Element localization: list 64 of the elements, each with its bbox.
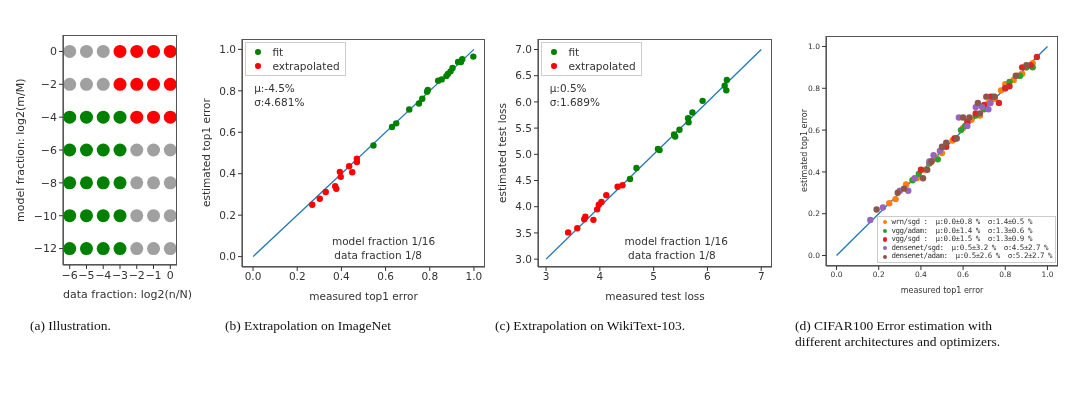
x-tick-label: −2 — [128, 268, 145, 282]
y-tick-label: 0 — [50, 45, 57, 59]
x-axis-title: data fraction: log2(n/N) — [63, 288, 192, 301]
text: (b) Extrapolation on ImageNet — [225, 318, 393, 334]
annotation: μ:0.5% — [549, 82, 587, 95]
y-tick-label: 4.0 — [515, 200, 532, 213]
y-tick-label: −10 — [33, 209, 57, 223]
x-tick-label: 0.4 — [333, 270, 351, 283]
text: (c) Extrapolation on WikiText-103. — [495, 318, 687, 334]
y-tick-label: 3.5 — [515, 226, 532, 239]
annotation: model fraction 1/16 — [331, 235, 436, 248]
legend-label: extrapolated — [568, 59, 636, 74]
y-tick-label: 1.0 — [219, 43, 236, 56]
x-tick-label: 1.0 — [465, 270, 483, 283]
legend-label: extrapolated — [272, 59, 340, 74]
y-tick-label: 0.6 — [219, 126, 237, 138]
y-axis-title: estimated top1 error — [800, 108, 809, 195]
x-tick-label: 4 — [596, 270, 604, 283]
legend-label: fit — [272, 45, 284, 60]
x-tick-label: −1 — [145, 268, 162, 282]
x-tick-label: −6 — [61, 268, 78, 282]
y-tick-label: −2 — [40, 78, 57, 92]
y-tick-label: 4.5 — [515, 174, 532, 187]
annotation: σ:1.689% — [549, 96, 600, 108]
x-tick-label: 3 — [542, 270, 550, 283]
legend-label: fit — [568, 45, 580, 60]
y-tick-label: −12 — [33, 242, 57, 256]
annotation: data fraction 1/8 — [628, 248, 716, 261]
x-tick-label: −3 — [111, 268, 129, 282]
y-tick-label: 0.0 — [219, 250, 236, 263]
x-tick-label: 7 — [757, 270, 765, 283]
y-tick-label: 0.8 — [219, 84, 236, 97]
y-tick-label: 7.0 — [515, 43, 532, 56]
y-tick-label: 5.0 — [515, 148, 532, 161]
x-tick-label: 0.8 — [421, 270, 439, 283]
x-axis-title: measured top1 error — [899, 285, 985, 295]
y-axis-title: model fraction: log2(m/M) — [14, 77, 27, 224]
y-tick-label: −4 — [40, 111, 57, 125]
annotation: μ:-4.5% — [254, 82, 295, 95]
x-tick-label: 6 — [704, 270, 712, 283]
y-tick-label: 5.5 — [515, 121, 532, 134]
annotation: model fraction 1/16 — [624, 235, 728, 248]
y-axis-title: estimated top1 error — [200, 97, 212, 210]
y-tick-label: −8 — [40, 176, 57, 190]
y-tick-label: −6 — [40, 143, 57, 157]
y-tick-label: 6.5 — [515, 69, 532, 82]
y-tick-label: 0.2 — [219, 208, 236, 221]
annotation: data fraction 1/8 — [334, 248, 422, 261]
annotation: σ:4.681% — [254, 96, 305, 108]
x-axis-title: measured test loss — [604, 289, 706, 302]
x-tick-label: 0 — [166, 268, 174, 282]
x-tick-label: 0.2 — [288, 270, 306, 283]
x-tick-label: −5 — [78, 268, 95, 282]
y-tick-label: 0.4 — [219, 167, 237, 180]
x-axis-title: measured top1 error — [308, 289, 419, 302]
text: (a) Illustration. — [30, 318, 112, 334]
y-tick-label: 6.0 — [515, 95, 532, 108]
text: (d) CIFAR100 Error estimation with different architectures and optimizers. — [795, 318, 1002, 350]
y-axis-title: estimated test loss — [496, 102, 508, 205]
y-tick-label: 3.0 — [515, 252, 532, 265]
x-tick-label: 0.6 — [377, 270, 395, 283]
x-tick-label: −4 — [95, 268, 112, 282]
x-tick-label: 5 — [650, 270, 657, 283]
x-tick-label: 0.0 — [244, 270, 262, 283]
